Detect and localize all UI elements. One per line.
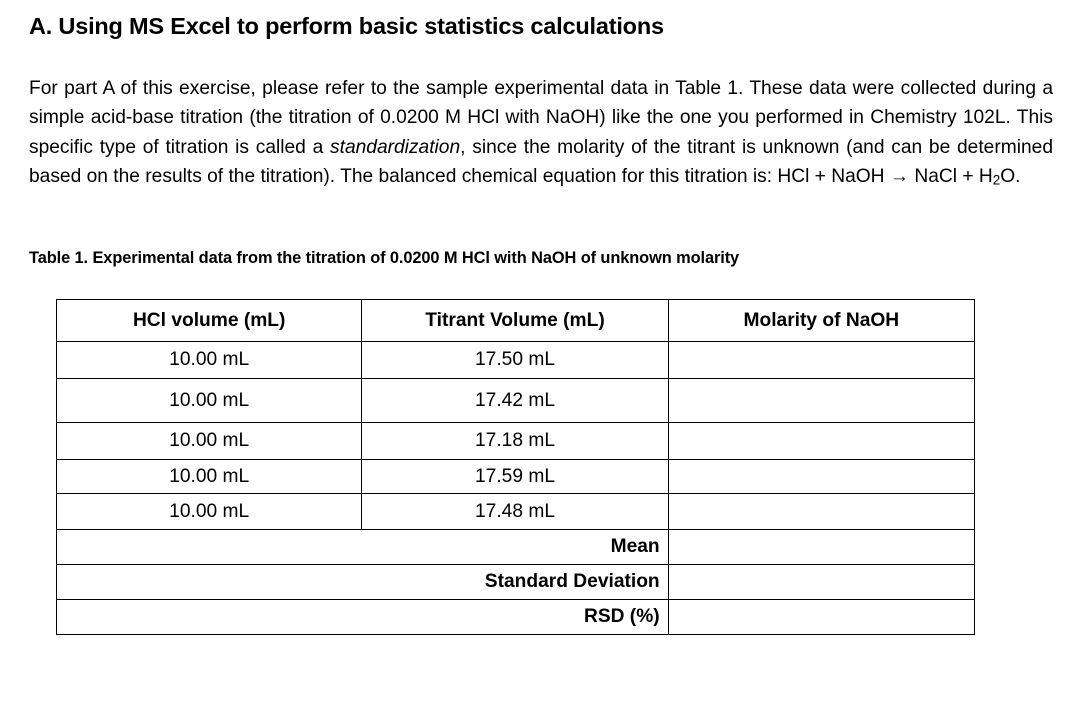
header-hcl-volume: HCl volume (mL) [55, 299, 363, 342]
hcl-volume-cell: 10.00 mL [55, 341, 363, 379]
hcl-volume-cell: 10.00 mL [55, 378, 363, 423]
table-row: 10.00 mL 17.42 mL [55, 378, 976, 423]
summary-label-std-dev: Standard Deviation [56, 564, 669, 600]
summary-row-std-dev: Standard Deviation [56, 564, 976, 600]
titration-table: HCl volume (mL) Titrant Volume (mL) Mola… [55, 299, 976, 635]
intro-text-part2: , since the molarity of the titrant is u… [29, 136, 1053, 188]
table-row: 10.00 mL 17.50 mL [55, 341, 976, 379]
table-row: 10.00 mL 17.18 mL [55, 422, 976, 460]
table-row: 10.00 mL 17.59 mL [55, 459, 976, 494]
molarity-cell [667, 378, 976, 423]
water-subscript: 2 [992, 172, 1001, 188]
table-header-row: HCl volume (mL) Titrant Volume (mL) Mola… [55, 299, 976, 342]
summary-value-rsd [667, 599, 976, 635]
hcl-volume-cell: 10.00 mL [55, 459, 363, 494]
header-titrant-volume: Titrant Volume (mL) [361, 299, 669, 342]
intro-text-part1: For part A of this exercise, please refe… [29, 78, 1053, 158]
summary-row-rsd: RSD (%) [56, 599, 976, 635]
titrant-volume-cell: 17.48 mL [361, 493, 669, 530]
titrant-volume-cell: 17.59 mL [361, 459, 669, 494]
molarity-cell [667, 493, 976, 530]
hcl-volume-cell: 10.00 mL [55, 422, 363, 460]
table-caption: Table 1. Experimental data from the titr… [29, 249, 740, 267]
summary-row-mean: Mean [56, 529, 976, 565]
molarity-cell [667, 459, 976, 494]
titrant-volume-cell: 17.50 mL [361, 341, 669, 379]
summary-value-mean [667, 529, 976, 565]
intro-emphasis: standardization [330, 136, 461, 158]
intro-text-part3: O. [1000, 166, 1021, 188]
table-row: 10.00 mL 17.48 mL [55, 493, 976, 530]
section-heading: A. Using MS Excel to perform basic stati… [29, 13, 664, 39]
titrant-volume-cell: 17.42 mL [361, 378, 669, 423]
titrant-volume-cell: 17.18 mL [361, 422, 669, 460]
intro-paragraph: For part A of this exercise, please refe… [29, 74, 1053, 192]
molarity-cell [667, 341, 976, 379]
summary-label-mean: Mean [56, 529, 669, 565]
molarity-cell [667, 422, 976, 460]
summary-label-rsd: RSD (%) [56, 599, 669, 635]
hcl-volume-cell: 10.00 mL [55, 493, 363, 530]
header-molarity-naoh: Molarity of NaOH [667, 299, 976, 342]
summary-value-std-dev [667, 564, 976, 600]
